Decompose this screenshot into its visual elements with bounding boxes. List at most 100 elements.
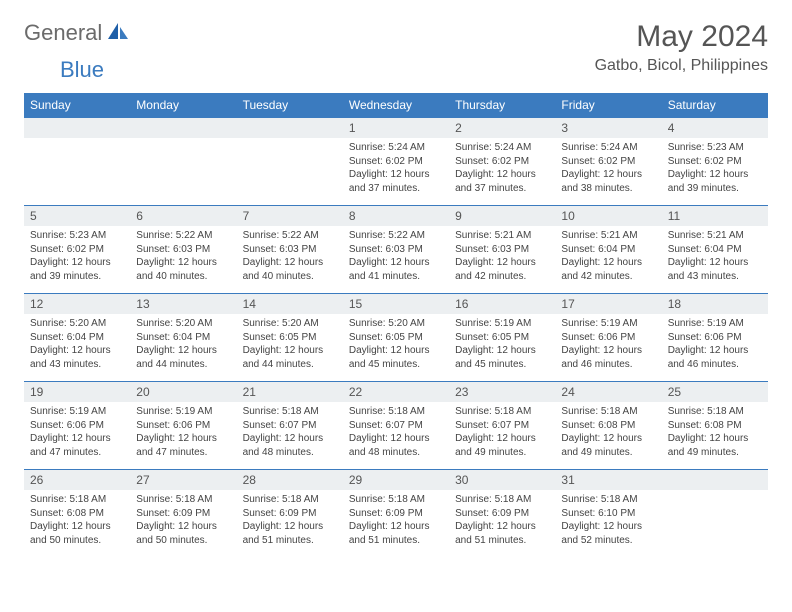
calendar-cell <box>24 117 130 205</box>
day-number: 3 <box>555 117 661 138</box>
day-details: Sunrise: 5:18 AMSunset: 6:09 PMDaylight:… <box>130 490 236 553</box>
day-number-bar-empty <box>130 117 236 138</box>
day-number: 9 <box>449 205 555 226</box>
calendar-cell <box>662 469 768 557</box>
calendar-cell <box>237 117 343 205</box>
day-details: Sunrise: 5:24 AMSunset: 6:02 PMDaylight:… <box>343 138 449 201</box>
day-number: 2 <box>449 117 555 138</box>
calendar-cell: 13Sunrise: 5:20 AMSunset: 6:04 PMDayligh… <box>130 293 236 381</box>
day-details: Sunrise: 5:18 AMSunset: 6:09 PMDaylight:… <box>237 490 343 553</box>
calendar-cell: 29Sunrise: 5:18 AMSunset: 6:09 PMDayligh… <box>343 469 449 557</box>
day-number: 4 <box>662 117 768 138</box>
calendar-cell: 16Sunrise: 5:19 AMSunset: 6:05 PMDayligh… <box>449 293 555 381</box>
calendar-cell: 11Sunrise: 5:21 AMSunset: 6:04 PMDayligh… <box>662 205 768 293</box>
calendar-cell: 21Sunrise: 5:18 AMSunset: 6:07 PMDayligh… <box>237 381 343 469</box>
calendar-cell: 4Sunrise: 5:23 AMSunset: 6:02 PMDaylight… <box>662 117 768 205</box>
weekday-header: Tuesday <box>237 93 343 117</box>
calendar-cell: 5Sunrise: 5:23 AMSunset: 6:02 PMDaylight… <box>24 205 130 293</box>
calendar-week-row: 1Sunrise: 5:24 AMSunset: 6:02 PMDaylight… <box>24 117 768 205</box>
calendar-cell: 8Sunrise: 5:22 AMSunset: 6:03 PMDaylight… <box>343 205 449 293</box>
day-number: 27 <box>130 469 236 490</box>
day-details: Sunrise: 5:21 AMSunset: 6:04 PMDaylight:… <box>662 226 768 289</box>
logo: General <box>24 20 130 46</box>
calendar-cell: 17Sunrise: 5:19 AMSunset: 6:06 PMDayligh… <box>555 293 661 381</box>
day-number: 22 <box>343 381 449 402</box>
day-number: 31 <box>555 469 661 490</box>
calendar-table: SundayMondayTuesdayWednesdayThursdayFrid… <box>24 93 768 557</box>
empty-day-body <box>24 138 130 198</box>
day-details: Sunrise: 5:20 AMSunset: 6:04 PMDaylight:… <box>24 314 130 377</box>
day-details: Sunrise: 5:19 AMSunset: 6:06 PMDaylight:… <box>555 314 661 377</box>
location-subtitle: Gatbo, Bicol, Philippines <box>595 57 768 75</box>
calendar-cell: 1Sunrise: 5:24 AMSunset: 6:02 PMDaylight… <box>343 117 449 205</box>
calendar-week-row: 19Sunrise: 5:19 AMSunset: 6:06 PMDayligh… <box>24 381 768 469</box>
day-details: Sunrise: 5:24 AMSunset: 6:02 PMDaylight:… <box>449 138 555 201</box>
day-details: Sunrise: 5:23 AMSunset: 6:02 PMDaylight:… <box>662 138 768 201</box>
day-number: 1 <box>343 117 449 138</box>
day-details: Sunrise: 5:20 AMSunset: 6:05 PMDaylight:… <box>343 314 449 377</box>
day-details: Sunrise: 5:18 AMSunset: 6:08 PMDaylight:… <box>662 402 768 465</box>
calendar-cell: 2Sunrise: 5:24 AMSunset: 6:02 PMDaylight… <box>449 117 555 205</box>
day-number: 25 <box>662 381 768 402</box>
day-number: 23 <box>449 381 555 402</box>
calendar-cell: 24Sunrise: 5:18 AMSunset: 6:08 PMDayligh… <box>555 381 661 469</box>
calendar-cell: 31Sunrise: 5:18 AMSunset: 6:10 PMDayligh… <box>555 469 661 557</box>
day-details: Sunrise: 5:19 AMSunset: 6:06 PMDaylight:… <box>24 402 130 465</box>
weekday-header: Thursday <box>449 93 555 117</box>
day-number-bar-empty <box>662 469 768 490</box>
logo-text-general: General <box>24 20 102 46</box>
logo-text-blue: Blue <box>60 57 104 83</box>
weekday-header: Monday <box>130 93 236 117</box>
weekday-header: Friday <box>555 93 661 117</box>
day-number: 21 <box>237 381 343 402</box>
calendar-cell: 6Sunrise: 5:22 AMSunset: 6:03 PMDaylight… <box>130 205 236 293</box>
day-details: Sunrise: 5:21 AMSunset: 6:04 PMDaylight:… <box>555 226 661 289</box>
calendar-cell: 22Sunrise: 5:18 AMSunset: 6:07 PMDayligh… <box>343 381 449 469</box>
day-details: Sunrise: 5:19 AMSunset: 6:05 PMDaylight:… <box>449 314 555 377</box>
day-number: 20 <box>130 381 236 402</box>
calendar-cell: 15Sunrise: 5:20 AMSunset: 6:05 PMDayligh… <box>343 293 449 381</box>
day-number: 26 <box>24 469 130 490</box>
calendar-week-row: 26Sunrise: 5:18 AMSunset: 6:08 PMDayligh… <box>24 469 768 557</box>
calendar-cell: 30Sunrise: 5:18 AMSunset: 6:09 PMDayligh… <box>449 469 555 557</box>
day-number: 13 <box>130 293 236 314</box>
day-details: Sunrise: 5:19 AMSunset: 6:06 PMDaylight:… <box>130 402 236 465</box>
day-details: Sunrise: 5:21 AMSunset: 6:03 PMDaylight:… <box>449 226 555 289</box>
day-number: 15 <box>343 293 449 314</box>
day-details: Sunrise: 5:18 AMSunset: 6:07 PMDaylight:… <box>449 402 555 465</box>
calendar-week-row: 12Sunrise: 5:20 AMSunset: 6:04 PMDayligh… <box>24 293 768 381</box>
calendar-cell: 20Sunrise: 5:19 AMSunset: 6:06 PMDayligh… <box>130 381 236 469</box>
day-details: Sunrise: 5:22 AMSunset: 6:03 PMDaylight:… <box>343 226 449 289</box>
day-number: 11 <box>662 205 768 226</box>
empty-day-body <box>237 138 343 198</box>
day-details: Sunrise: 5:18 AMSunset: 6:10 PMDaylight:… <box>555 490 661 553</box>
day-details: Sunrise: 5:23 AMSunset: 6:02 PMDaylight:… <box>24 226 130 289</box>
day-details: Sunrise: 5:19 AMSunset: 6:06 PMDaylight:… <box>662 314 768 377</box>
calendar-cell: 9Sunrise: 5:21 AMSunset: 6:03 PMDaylight… <box>449 205 555 293</box>
day-details: Sunrise: 5:20 AMSunset: 6:04 PMDaylight:… <box>130 314 236 377</box>
day-number: 10 <box>555 205 661 226</box>
day-details: Sunrise: 5:18 AMSunset: 6:08 PMDaylight:… <box>24 490 130 553</box>
day-number: 19 <box>24 381 130 402</box>
logo-sail-icon <box>106 21 128 46</box>
weekday-header: Saturday <box>662 93 768 117</box>
day-number: 28 <box>237 469 343 490</box>
calendar-cell: 14Sunrise: 5:20 AMSunset: 6:05 PMDayligh… <box>237 293 343 381</box>
day-details: Sunrise: 5:22 AMSunset: 6:03 PMDaylight:… <box>130 226 236 289</box>
day-number: 12 <box>24 293 130 314</box>
calendar-cell: 12Sunrise: 5:20 AMSunset: 6:04 PMDayligh… <box>24 293 130 381</box>
calendar-cell: 10Sunrise: 5:21 AMSunset: 6:04 PMDayligh… <box>555 205 661 293</box>
day-number: 30 <box>449 469 555 490</box>
calendar-cell: 27Sunrise: 5:18 AMSunset: 6:09 PMDayligh… <box>130 469 236 557</box>
day-number: 6 <box>130 205 236 226</box>
calendar-cell: 28Sunrise: 5:18 AMSunset: 6:09 PMDayligh… <box>237 469 343 557</box>
calendar-cell: 18Sunrise: 5:19 AMSunset: 6:06 PMDayligh… <box>662 293 768 381</box>
calendar-cell <box>130 117 236 205</box>
day-number: 18 <box>662 293 768 314</box>
day-number: 7 <box>237 205 343 226</box>
day-details: Sunrise: 5:20 AMSunset: 6:05 PMDaylight:… <box>237 314 343 377</box>
empty-day-body <box>130 138 236 198</box>
day-details: Sunrise: 5:24 AMSunset: 6:02 PMDaylight:… <box>555 138 661 201</box>
day-details: Sunrise: 5:18 AMSunset: 6:08 PMDaylight:… <box>555 402 661 465</box>
calendar-page: General May 2024 Gatbo, Bicol, Philippin… <box>0 0 792 577</box>
